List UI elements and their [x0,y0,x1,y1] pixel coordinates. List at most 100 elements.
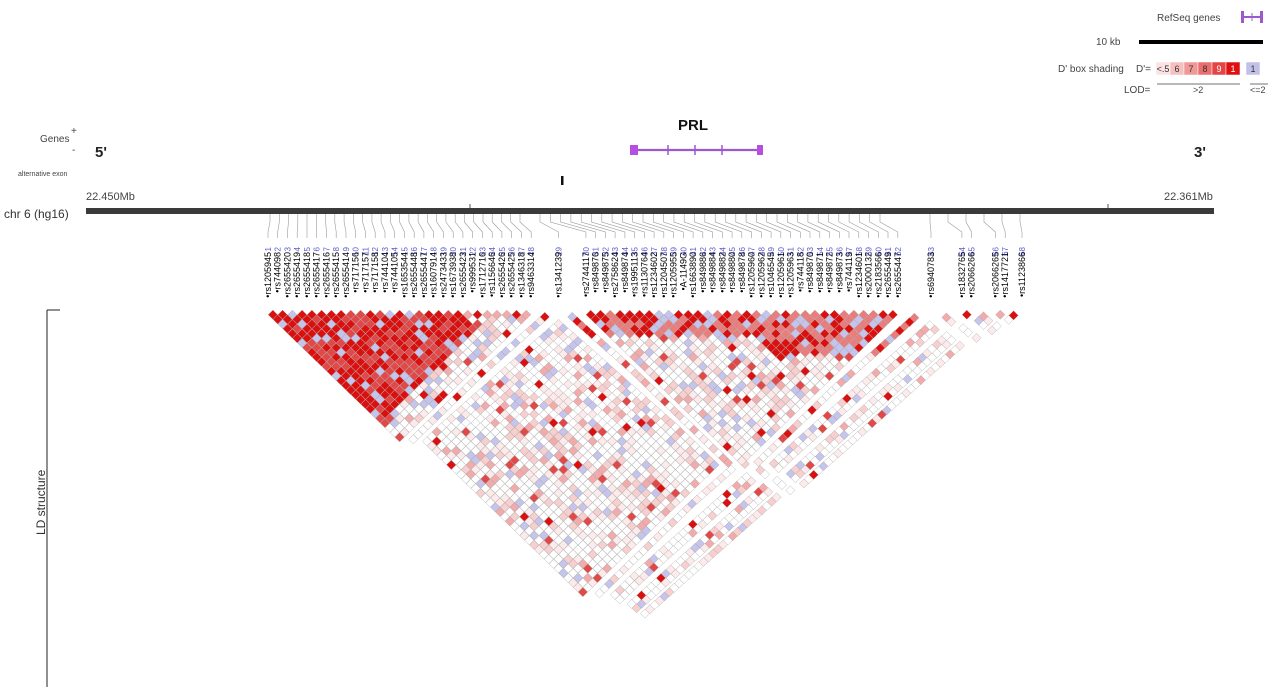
ld-cell[interactable] [592,441,603,451]
ld-cell[interactable] [805,361,815,372]
ld-cell[interactable] [761,394,772,405]
ld-cell[interactable] [428,352,439,362]
ld-cell[interactable] [500,445,510,456]
ld-cell[interactable] [321,342,332,353]
ld-cell[interactable] [732,385,742,395]
ld-cell[interactable] [326,319,337,329]
ld-cell[interactable] [597,521,608,531]
ld-cell[interactable] [558,427,569,437]
ld-cell[interactable] [704,464,715,475]
ld-cell[interactable] [599,583,610,594]
ld-cell[interactable] [736,361,747,372]
ld-cell[interactable] [662,522,673,533]
ld-cell[interactable] [437,406,448,416]
ld-cell[interactable] [621,535,632,546]
snp-id-label[interactable]: •rs1205961 [776,252,786,298]
ld-cell[interactable] [514,460,525,470]
ld-cell[interactable] [480,427,491,437]
ld-cell[interactable] [436,441,447,451]
ld-cell[interactable] [472,328,483,339]
ld-cell[interactable] [639,342,650,353]
ld-cell[interactable] [805,342,815,353]
ld-cell[interactable] [495,450,505,461]
ld-cell[interactable] [607,427,617,437]
ld-cell[interactable] [534,441,544,451]
ld-cell[interactable] [404,309,415,320]
ld-cell[interactable] [592,497,603,508]
snp-id-label[interactable]: •rs1234602 [649,252,659,298]
ld-cell[interactable] [553,507,564,517]
ld-cell[interactable] [331,361,342,372]
ld-cell[interactable] [694,429,704,440]
ld-cell[interactable] [380,342,390,353]
ld-cell[interactable] [678,342,689,353]
ld-cell[interactable] [394,319,405,329]
ld-cell[interactable] [802,409,813,420]
ld-cell[interactable] [602,460,613,470]
ld-cell[interactable] [480,483,491,494]
ld-cell[interactable] [621,544,632,555]
ld-cell[interactable] [790,309,801,320]
ld-cell[interactable] [509,483,520,494]
ld-cell[interactable] [685,455,695,466]
ld-cell[interactable] [656,445,666,456]
ld-cell[interactable] [501,319,512,329]
ld-cell[interactable] [331,352,342,362]
ld-cell[interactable] [457,387,467,398]
ld-cell[interactable] [419,389,429,400]
ld-cell[interactable] [621,469,632,480]
ld-cell[interactable] [404,319,415,329]
snp-id-label[interactable]: •rs849874 [620,252,630,293]
ld-cell[interactable] [336,338,346,348]
ld-cell[interactable] [428,361,439,372]
ld-cell[interactable] [490,445,501,456]
ld-cell[interactable] [462,338,473,348]
ld-cell[interactable] [592,488,603,499]
ld-cell[interactable] [428,380,439,391]
ld-cell[interactable] [345,356,356,367]
ld-cell[interactable] [529,521,539,531]
ld-cell[interactable] [472,338,483,348]
ld-cell[interactable] [771,413,781,424]
ld-cell[interactable] [448,342,459,353]
ld-cell[interactable] [727,399,737,410]
ld-cell[interactable] [475,460,486,470]
ld-cell[interactable] [797,414,808,425]
ld-cell[interactable] [654,375,664,386]
ld-cell[interactable] [409,399,420,410]
ld-cell[interactable] [558,540,569,550]
ld-cell[interactable] [639,352,650,362]
ld-cell[interactable] [529,483,539,494]
ld-cell[interactable] [384,356,395,367]
ld-cell[interactable] [399,323,410,334]
ld-cell[interactable] [380,323,390,334]
ld-cell[interactable] [978,311,989,322]
ld-cell[interactable] [602,362,613,372]
ld-cell[interactable] [634,309,645,320]
ld-cell[interactable] [443,328,454,339]
ld-cell[interactable] [516,314,527,325]
ld-cell[interactable] [645,382,656,393]
ld-cell[interactable] [878,319,888,329]
ld-cell[interactable] [670,497,681,508]
ld-cell[interactable] [607,511,617,522]
ld-cell[interactable] [756,323,767,334]
ld-cell[interactable] [651,441,661,451]
ld-cell[interactable] [810,385,820,395]
ld-cell[interactable] [649,371,659,381]
ld-cell[interactable] [863,323,874,334]
ld-cell[interactable] [548,540,559,550]
ld-cell[interactable] [620,333,630,344]
ld-cell[interactable] [448,361,459,372]
ld-cell[interactable] [350,314,361,325]
ld-triangle-heatmap[interactable] [268,309,1019,619]
ld-cell[interactable] [853,333,864,344]
ld-cell[interactable] [438,380,449,391]
ld-cell[interactable] [389,399,400,410]
ld-cell[interactable] [766,352,776,362]
ld-cell[interactable] [543,544,554,555]
ld-cell[interactable] [438,361,449,372]
ld-cell[interactable] [726,464,736,475]
ld-cell[interactable] [475,478,486,489]
ld-cell[interactable] [766,408,776,419]
